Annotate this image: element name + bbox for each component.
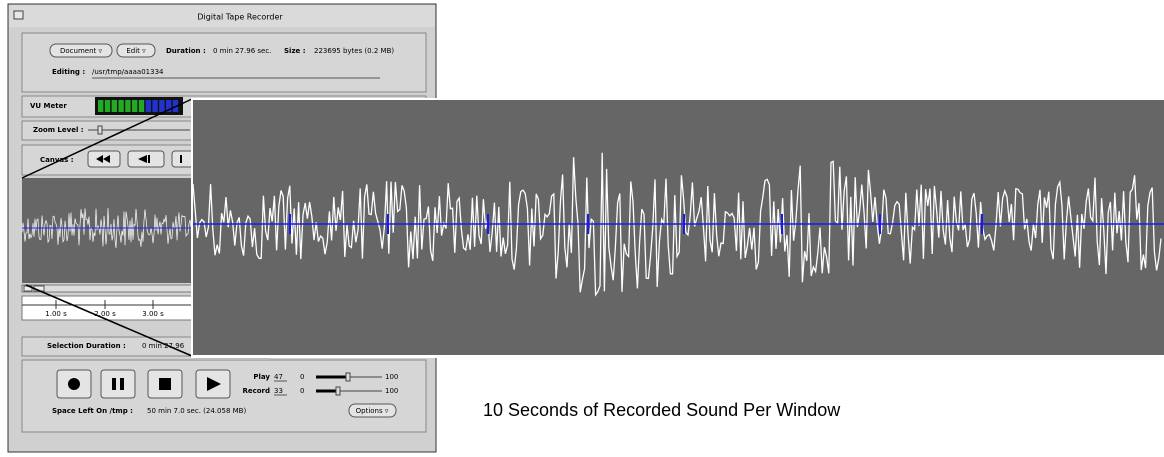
play-value: 47 xyxy=(274,373,283,381)
ruler-label: 2.00 s xyxy=(94,310,116,318)
edit-menu-label: Edit ▿ xyxy=(126,47,146,55)
vu-segment xyxy=(159,100,164,112)
play-label: Play xyxy=(253,373,270,381)
editing-label: Editing : xyxy=(52,68,85,76)
vu-label: VU Meter xyxy=(30,102,67,110)
space-label: Space Left On /tmp : xyxy=(52,407,133,415)
vu-segment xyxy=(139,100,144,112)
record-value: 33 xyxy=(274,387,283,395)
zoom-label: Zoom Level : xyxy=(33,126,84,134)
selection-label: Selection Duration : xyxy=(47,342,126,350)
play-min: 0 xyxy=(300,373,304,381)
inset-waveform xyxy=(193,100,1164,355)
canvas-label: Canvas : xyxy=(40,156,74,164)
caption: 10 Seconds of Recorded Sound Per Window xyxy=(483,400,841,420)
record-min: 0 xyxy=(300,387,304,395)
window-title: Digital Tape Recorder xyxy=(197,13,283,22)
record-thumb[interactable] xyxy=(336,387,340,395)
play-thumb[interactable] xyxy=(346,373,350,381)
options-menu-label: Options ▿ xyxy=(356,407,389,415)
page: {"window": {"title": "Digital Tape Recor… xyxy=(0,0,1164,457)
record-max: 100 xyxy=(385,387,398,395)
pause-transport-button[interactable] xyxy=(101,370,135,398)
header-panel xyxy=(22,33,426,92)
vu-segment xyxy=(146,100,151,112)
vu-segment xyxy=(112,100,117,112)
step-back-icon xyxy=(148,155,150,163)
screenshot: Digital Tape Recorder Document ▿ Edit ▿ … xyxy=(0,0,1164,457)
space-left: 50 min 7.0 sec. (24.058 MB) xyxy=(147,407,246,415)
record-label: Record xyxy=(242,387,270,395)
size: 223695 bytes (0.2 MB) xyxy=(314,47,394,55)
editing-path: /usr/tmp/aaaa01334 xyxy=(92,68,164,76)
pause-icon xyxy=(180,155,182,163)
vu-segment xyxy=(132,100,137,112)
vu-segment xyxy=(105,100,110,112)
record-icon xyxy=(68,378,80,390)
ruler-label: 1.00 s xyxy=(45,310,67,318)
vu-segment xyxy=(152,100,157,112)
duration: 0 min 27.96 sec. xyxy=(213,47,271,55)
duration-label: Duration : xyxy=(166,47,206,55)
zoom-thumb[interactable] xyxy=(98,126,102,134)
pause-icon xyxy=(112,378,116,390)
ruler-label: 3.00 s xyxy=(142,310,164,318)
pause-icon xyxy=(120,378,124,390)
size-label: Size : xyxy=(284,47,306,55)
vu-segment xyxy=(98,100,103,112)
vu-segment xyxy=(118,100,123,112)
stop-icon xyxy=(159,378,171,390)
document-menu-label: Document ▿ xyxy=(60,47,102,55)
play-max: 100 xyxy=(385,373,398,381)
window-menu-button[interactable] xyxy=(14,11,23,19)
vu-segment xyxy=(125,100,130,112)
